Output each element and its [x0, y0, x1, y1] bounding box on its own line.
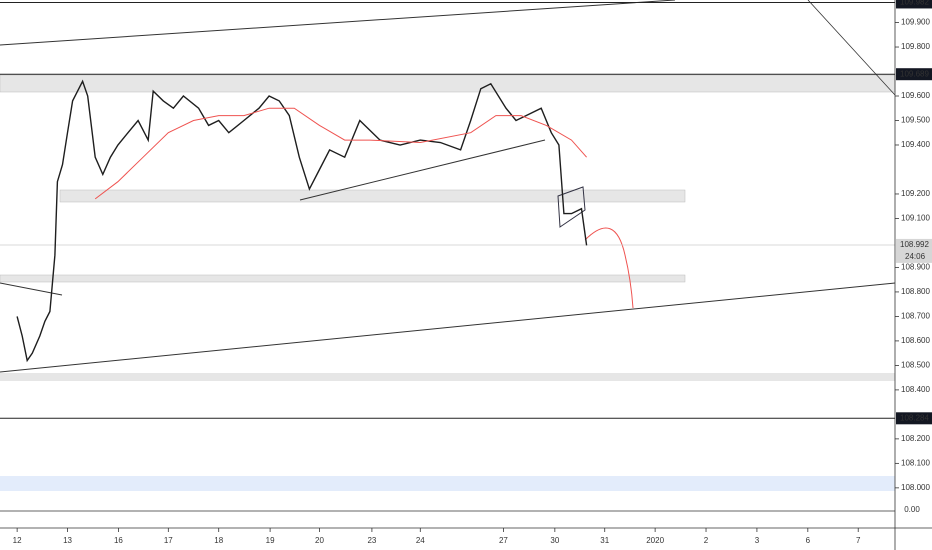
resistance-zone — [0, 74, 896, 93]
trendline — [0, 282, 896, 373]
y-tick-label: 108.700 — [901, 312, 930, 321]
indicator-label: 0.00 — [904, 505, 920, 514]
y-tick-label: 109.400 — [901, 140, 930, 149]
x-tick-label: 7 — [856, 536, 861, 545]
y-tick-label: 108.800 — [901, 287, 930, 296]
y-tick-label: 108.200 — [901, 434, 930, 443]
blue-zone — [0, 476, 895, 491]
y-tick-label: 108.100 — [901, 458, 930, 467]
price-marker-label: 108.284 — [900, 413, 929, 422]
trendline — [0, 0, 676, 46]
y-tick-label: 109.100 — [901, 214, 930, 223]
x-tick-label: 17 — [164, 536, 173, 545]
price-marker-box — [896, 412, 932, 425]
x-tick-label: 13 — [63, 536, 72, 545]
series-line — [16, 79, 588, 363]
y-tick-label: 109.500 — [901, 116, 930, 125]
support-zone — [0, 373, 895, 381]
countdown-label: 24:06 — [905, 252, 926, 261]
x-tick-label: 23 — [367, 536, 376, 545]
y-tick-label: 109.200 — [901, 189, 930, 198]
x-tick-label: 2020 — [646, 536, 664, 545]
price-marker-box — [896, 68, 932, 81]
x-tick-label: 20 — [315, 536, 324, 545]
x-tick-label: 19 — [266, 536, 275, 545]
x-tick-label: 6 — [806, 536, 811, 545]
support-zone — [0, 274, 686, 283]
y-tick-label: 108.600 — [901, 336, 930, 345]
x-tick-label: 3 — [755, 536, 760, 545]
y-tick-label: 108.500 — [901, 361, 930, 370]
y-tick-label: 109.800 — [901, 42, 930, 51]
trendline — [807, 0, 896, 96]
x-tick-label: 2 — [704, 536, 709, 545]
x-tick-label: 16 — [114, 536, 123, 545]
x-tick-label: 30 — [550, 536, 559, 545]
x-tick-label: 31 — [600, 536, 609, 545]
x-tick-label: 24 — [416, 536, 425, 545]
y-tick-label: 108.400 — [901, 385, 930, 394]
series-line — [94, 107, 587, 200]
y-tick-label: 109.900 — [901, 18, 930, 27]
last-price-box — [896, 238, 932, 263]
support-zone — [59, 189, 686, 203]
y-tick-label: 108.000 — [901, 483, 930, 492]
last-price-label: 108.992 — [900, 240, 929, 249]
x-tick-label: 18 — [214, 536, 223, 545]
price-marker-label: 109.982 — [900, 0, 929, 7]
trendline — [299, 139, 546, 201]
price-marker-label: 109.689 — [900, 69, 929, 78]
flag-pattern — [557, 186, 586, 228]
y-tick-label: 109.600 — [901, 91, 930, 100]
projection-path — [584, 227, 634, 309]
price-marker-box — [896, 0, 932, 9]
x-tick-label: 12 — [13, 536, 22, 545]
y-tick-label: 108.900 — [901, 263, 930, 272]
x-tick-label: 27 — [499, 536, 508, 545]
